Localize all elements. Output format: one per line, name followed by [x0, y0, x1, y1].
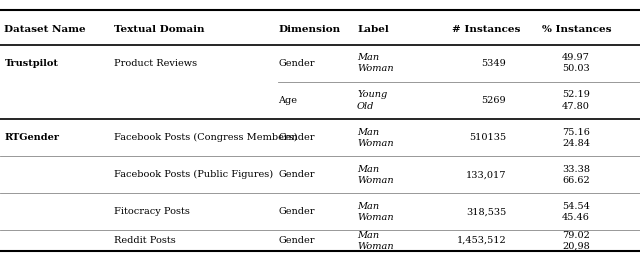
- Text: Reddit Posts: Reddit Posts: [114, 236, 175, 245]
- Text: Facebook Posts (Public Figures): Facebook Posts (Public Figures): [114, 170, 273, 179]
- Text: 5349: 5349: [481, 59, 506, 68]
- Text: Man
Woman: Man Woman: [357, 53, 394, 73]
- Text: Man
Woman: Man Woman: [357, 127, 394, 148]
- Text: Textual Domain: Textual Domain: [114, 25, 204, 34]
- Text: Man
Woman: Man Woman: [357, 202, 394, 222]
- Text: Man
Woman: Man Woman: [357, 165, 394, 185]
- Text: Dataset Name: Dataset Name: [4, 25, 86, 34]
- Text: 318,535: 318,535: [466, 207, 506, 216]
- Text: 1,453,512: 1,453,512: [456, 236, 506, 245]
- Text: Young
Old: Young Old: [357, 90, 387, 111]
- Text: Gender: Gender: [278, 170, 315, 179]
- Text: Gender: Gender: [278, 59, 315, 68]
- Text: Label: Label: [357, 25, 389, 34]
- Text: 510135: 510135: [469, 133, 506, 142]
- Text: Age: Age: [278, 96, 298, 105]
- Text: Dimension: Dimension: [278, 25, 340, 34]
- Text: Gender: Gender: [278, 133, 315, 142]
- Text: % Instances: % Instances: [542, 25, 612, 34]
- Text: # Instances: # Instances: [452, 25, 520, 34]
- Text: Facebook Posts (Congress Members): Facebook Posts (Congress Members): [114, 133, 298, 142]
- Text: Man
Woman: Man Woman: [357, 231, 394, 251]
- Text: 5269: 5269: [482, 96, 506, 105]
- Text: 49.97
50.03: 49.97 50.03: [562, 53, 590, 73]
- Text: 33.38
66.62: 33.38 66.62: [562, 165, 590, 185]
- Text: Gender: Gender: [278, 207, 315, 216]
- Text: Product Reviews: Product Reviews: [114, 59, 197, 68]
- Text: 54.54
45.46: 54.54 45.46: [562, 202, 590, 222]
- Text: Trustpilot: Trustpilot: [4, 59, 58, 68]
- Text: 133,017: 133,017: [466, 170, 506, 179]
- Text: 75.16
24.84: 75.16 24.84: [562, 127, 590, 148]
- Text: 52.19
47.80: 52.19 47.80: [562, 90, 590, 111]
- Text: Gender: Gender: [278, 236, 315, 245]
- Text: 79.02
20,98: 79.02 20,98: [562, 231, 590, 251]
- Text: Fitocracy Posts: Fitocracy Posts: [114, 207, 190, 216]
- Text: RTGender: RTGender: [4, 133, 60, 142]
